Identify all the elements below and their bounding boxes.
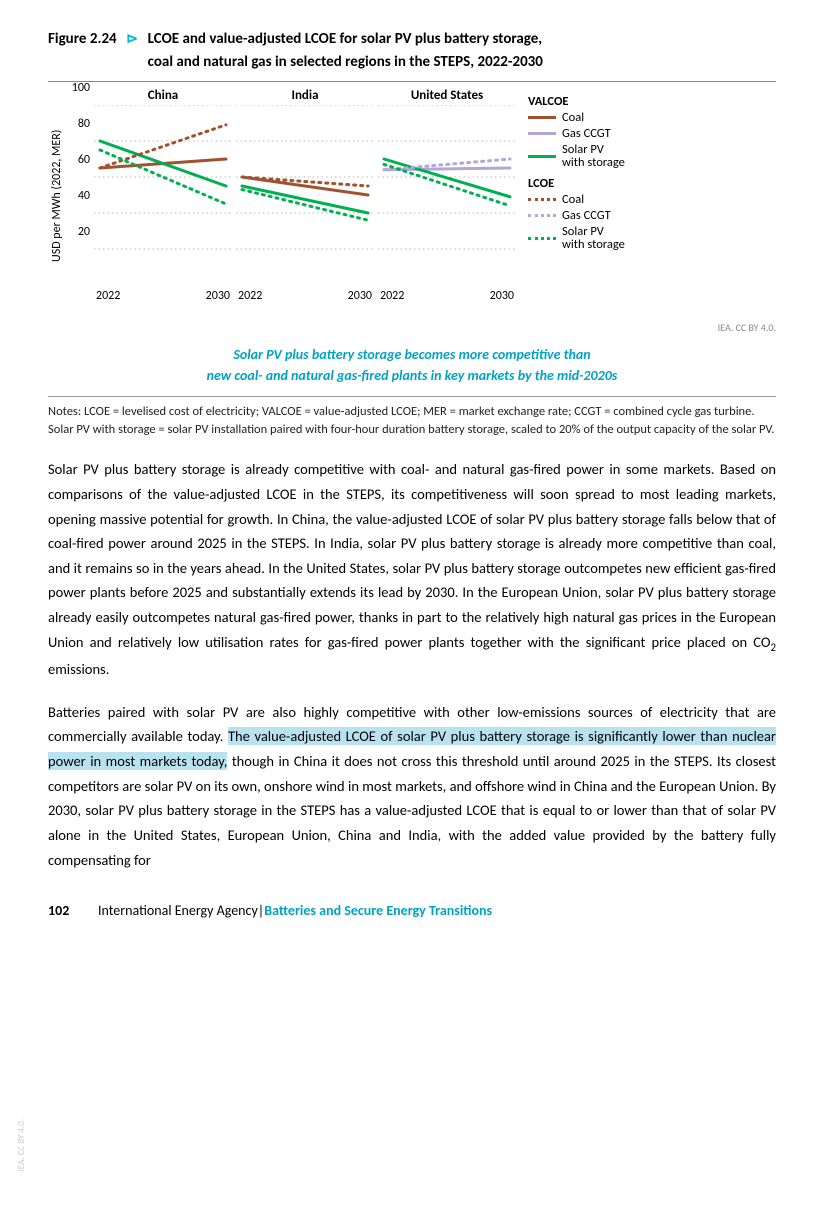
- x-tick: 2022: [96, 289, 120, 303]
- panel-title: China: [94, 88, 232, 105]
- plot-area: [94, 105, 232, 285]
- figure-callout: Solar PV plus battery storage becomes mo…: [78, 344, 746, 386]
- x-tick: 2030: [206, 289, 230, 303]
- legend-item: Coal: [528, 193, 625, 207]
- para1-text-a: Solar PV plus battery storage is already…: [48, 460, 776, 650]
- x-tick: 2030: [348, 289, 372, 303]
- series-line: [242, 190, 368, 221]
- body-paragraph-1: Solar PV plus battery storage is already…: [48, 457, 776, 682]
- chart-area: USD per MWh (2022, MER) 10080604020 Chin…: [48, 88, 776, 303]
- y-axis: USD per MWh (2022, MER) 10080604020: [48, 88, 90, 303]
- legend-group-lcoe: Coal Gas CCGT Solar PVwith storage: [528, 193, 625, 252]
- legend-label: Gas CCGT: [562, 127, 611, 141]
- x-tick-row: 2022 2030: [94, 285, 232, 303]
- series-line: [384, 168, 510, 170]
- chart-panel: China 2022 2030: [94, 88, 232, 303]
- figure-notes: Notes: LCOE = levelised cost of electric…: [48, 403, 776, 439]
- figure-title-line2: coal and natural gas in selected regions…: [148, 53, 543, 71]
- chart-panel: United States 2022 2030: [378, 88, 516, 303]
- y-tick-labels: 10080604020: [64, 88, 90, 268]
- figure-header: Figure 2.24 ⊳ LCOE and value-adjusted LC…: [48, 28, 776, 73]
- x-tick: 2030: [490, 289, 514, 303]
- legend-swatch: [528, 214, 556, 217]
- notes-rule: [48, 396, 776, 397]
- footer-agency: International Energy Agency: [98, 902, 258, 919]
- x-tick: 2022: [238, 289, 262, 303]
- legend-label: Coal: [562, 193, 584, 207]
- page-number: 102: [48, 902, 98, 919]
- page-footer: 102 International Energy Agency | Batter…: [48, 902, 776, 919]
- para1-subscript: 2: [770, 641, 776, 654]
- legend-heading-lcoe: LCOE: [528, 176, 625, 191]
- x-tick-row: 2022 2030: [236, 285, 374, 303]
- legend-item: Gas CCGT: [528, 127, 625, 141]
- series-line: [242, 186, 368, 213]
- callout-line1: Solar PV plus battery storage becomes mo…: [233, 346, 590, 363]
- figure-title-line1: LCOE and value-adjusted LCOE for solar P…: [148, 30, 543, 48]
- legend: VALCOE CoalGas CCGTSolar PVwith storage …: [528, 88, 625, 303]
- chart-attribution: IEA. CC BY 4.0.: [48, 321, 776, 334]
- footer-title: Batteries and Secure Energy Transitions: [264, 902, 492, 919]
- plot-area: [236, 105, 374, 285]
- legend-item: Solar PVwith storage: [528, 143, 625, 171]
- body-paragraph-2: Batteries paired with solar PV are also …: [48, 700, 776, 872]
- series-line: [384, 164, 510, 205]
- chart-panel: India 2022 2030: [236, 88, 374, 303]
- panel-title: India: [236, 88, 374, 105]
- para1-text-b: emissions.: [48, 660, 109, 678]
- legend-item: Coal: [528, 111, 625, 125]
- chart-panels: China 2022 2030 India 2022 2030 United States 2…: [90, 88, 516, 303]
- x-tick-row: 2022 2030: [378, 285, 516, 303]
- panel-title: United States: [378, 88, 516, 105]
- legend-heading-valcoe: VALCOE: [528, 94, 625, 109]
- legend-label: Coal: [562, 111, 584, 125]
- figure-rule: [48, 81, 776, 82]
- legend-item: Solar PVwith storage: [528, 225, 625, 253]
- legend-label: Solar PVwith storage: [562, 225, 625, 253]
- legend-swatch: [528, 198, 556, 201]
- figure-number: Figure 2.24: [48, 30, 117, 48]
- legend-swatch: [528, 132, 556, 135]
- legend-swatch: [528, 116, 556, 119]
- legend-label: Solar PVwith storage: [562, 143, 625, 171]
- figure-arrow-icon: ⊳: [126, 30, 138, 47]
- side-credit: IEA. CC BY 4.0.: [16, 1119, 27, 1172]
- y-axis-label: USD per MWh (2022, MER): [48, 88, 64, 303]
- series-line: [100, 141, 226, 186]
- legend-label: Gas CCGT: [562, 209, 611, 223]
- x-tick: 2022: [380, 289, 404, 303]
- legend-item: Gas CCGT: [528, 209, 625, 223]
- legend-group-valcoe: Coal Gas CCGT Solar PVwith storage: [528, 111, 625, 170]
- callout-line2: new coal- and natural gas-fired plants i…: [207, 367, 618, 384]
- legend-swatch: [528, 155, 556, 158]
- plot-area: [378, 105, 516, 285]
- legend-swatch: [528, 237, 556, 240]
